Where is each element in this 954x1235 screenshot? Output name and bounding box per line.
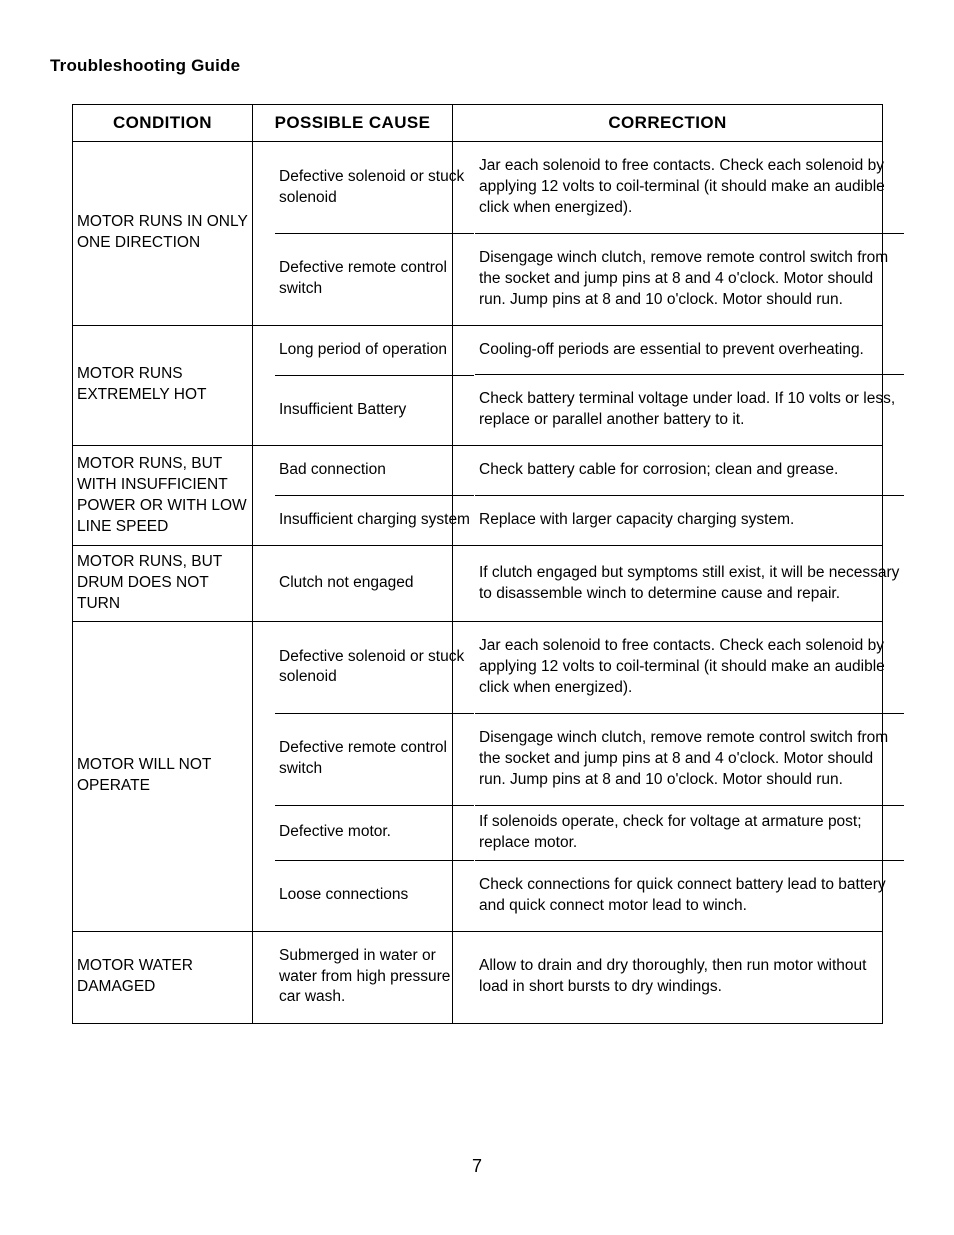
correction-cell: Cooling-off periods are essential to pre… <box>453 325 883 446</box>
correction-text: Jar each solenoid to free contacts. Chec… <box>475 622 904 713</box>
cause-cell: Defective solenoid or stuck solenoidDefe… <box>253 621 453 931</box>
correction-cell: If clutch engaged but symptoms still exi… <box>453 546 883 622</box>
cause-cell: Defective solenoid or stuck solenoidDefe… <box>253 142 453 326</box>
header-correction: CORRECTION <box>453 105 883 142</box>
correction-text: Check battery terminal voltage under loa… <box>475 375 904 445</box>
correction-text: Allow to drain and dry thoroughly, then … <box>475 932 904 1023</box>
troubleshooting-table: CONDITION POSSIBLE CAUSE CORRECTION MOTO… <box>72 104 883 1024</box>
cause-text: Defective motor. <box>275 805 474 860</box>
correction-text: Check connections for quick connect batt… <box>475 860 904 930</box>
cause-text: Long period of operation <box>275 326 474 375</box>
condition-cell: MOTOR RUNS, BUT WITH INSUFFICIENT POWER … <box>73 446 253 546</box>
cause-text: Defective solenoid or stuck solenoid <box>275 142 474 233</box>
correction-cell: Jar each solenoid to free contacts. Chec… <box>453 621 883 931</box>
correction-text: Jar each solenoid to free contacts. Chec… <box>475 142 904 233</box>
page-title: Troubleshooting Guide <box>50 56 888 76</box>
cause-cell: Clutch not engaged <box>253 546 453 622</box>
header-condition: CONDITION <box>73 105 253 142</box>
cause-text: Submerged in water or water from high pr… <box>275 932 474 1023</box>
table-row: MOTOR WATER DAMAGEDSubmerged in water or… <box>73 931 883 1023</box>
cause-cell: Submerged in water or water from high pr… <box>253 931 453 1023</box>
correction-text: If solenoids operate, check for voltage … <box>475 805 904 860</box>
condition-cell: MOTOR WILL NOT OPERATE <box>73 621 253 931</box>
cause-text: Loose connections <box>275 860 474 930</box>
cause-text: Insufficient Battery <box>275 375 474 445</box>
condition-cell: MOTOR WATER DAMAGED <box>73 931 253 1023</box>
condition-cell: MOTOR RUNS EXTREMELY HOT <box>73 325 253 446</box>
condition-cell: MOTOR RUNS IN ONLY ONE DIRECTION <box>73 142 253 326</box>
correction-cell: Allow to drain and dry thoroughly, then … <box>453 931 883 1023</box>
cause-text: Clutch not engaged <box>275 549 474 619</box>
condition-cell: MOTOR RUNS, BUT DRUM DOES NOT TURN <box>73 546 253 622</box>
page: Troubleshooting Guide CONDITION POSSIBLE… <box>0 0 954 1235</box>
table-row: MOTOR WILL NOT OPERATEDefective solenoid… <box>73 621 883 931</box>
header-cause: POSSIBLE CAUSE <box>253 105 453 142</box>
cause-text: Defective remote control switch <box>275 713 474 805</box>
correction-cell: Jar each solenoid to free contacts. Chec… <box>453 142 883 326</box>
correction-text: Replace with larger capacity charging sy… <box>475 496 904 545</box>
correction-text: Disengage winch clutch, remove remote co… <box>475 233 904 324</box>
correction-text: If clutch engaged but symptoms still exi… <box>475 549 904 619</box>
cause-cell: Bad connectionInsufficient charging syst… <box>253 446 453 546</box>
cause-text: Defective solenoid or stuck solenoid <box>275 622 474 713</box>
correction-text: Cooling-off periods are essential to pre… <box>475 326 904 375</box>
table-row: MOTOR RUNS, BUT DRUM DOES NOT TURNClutch… <box>73 546 883 622</box>
cause-cell: Long period of operationInsufficient Bat… <box>253 325 453 446</box>
correction-text: Disengage winch clutch, remove remote co… <box>475 713 904 805</box>
table-header-row: CONDITION POSSIBLE CAUSE CORRECTION <box>73 105 883 142</box>
correction-text: Check battery cable for corrosion; clean… <box>475 446 904 495</box>
table-row: MOTOR RUNS EXTREMELY HOTLong period of o… <box>73 325 883 446</box>
cause-text: Insufficient charging system <box>275 496 474 545</box>
table-row: MOTOR RUNS, BUT WITH INSUFFICIENT POWER … <box>73 446 883 546</box>
table-row: MOTOR RUNS IN ONLY ONE DIRECTIONDefectiv… <box>73 142 883 326</box>
correction-cell: Check battery cable for corrosion; clean… <box>453 446 883 546</box>
cause-text: Bad connection <box>275 446 474 495</box>
page-number: 7 <box>0 1156 954 1177</box>
cause-text: Defective remote control switch <box>275 233 474 324</box>
